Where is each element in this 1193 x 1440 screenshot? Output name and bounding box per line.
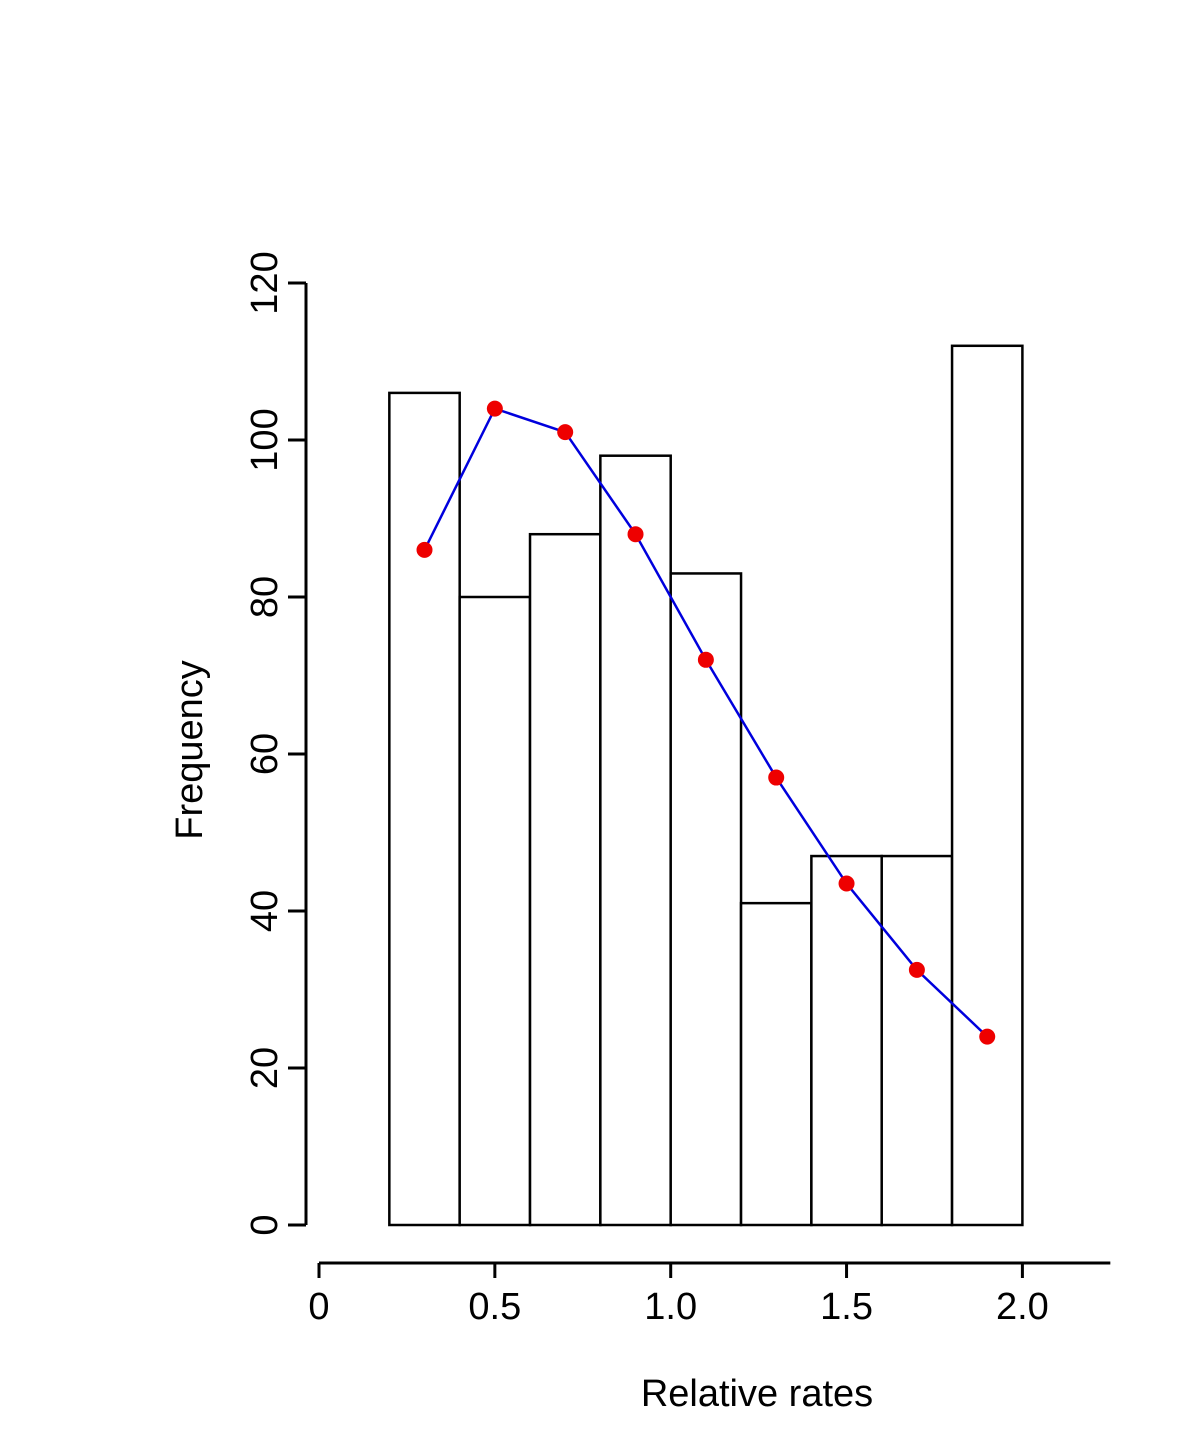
histogram-bar-7 bbox=[810, 854, 883, 1227]
expected-curve bbox=[416, 400, 996, 1045]
y-tick-label-20: 20 bbox=[244, 1047, 286, 1089]
histogram-bar-1 bbox=[388, 391, 461, 1227]
y-tick-label-120: 120 bbox=[244, 251, 286, 314]
x-tick-label-2: 1.0 bbox=[644, 1286, 697, 1328]
curve-point-4 bbox=[627, 526, 644, 543]
x-axis-title: Relative rates bbox=[641, 1373, 873, 1415]
curve-point-5 bbox=[697, 651, 714, 668]
x-tick-label-1: 0.5 bbox=[468, 1286, 521, 1328]
y-tick-label-0: 0 bbox=[244, 1214, 286, 1235]
y-axis: 0 20 40 60 80 100 120 bbox=[244, 251, 308, 1236]
curve-point-9 bbox=[979, 1028, 996, 1045]
histogram-bar-9 bbox=[950, 344, 1024, 1227]
y-tick-label-80: 80 bbox=[244, 576, 286, 618]
curve-point-7 bbox=[838, 875, 855, 892]
curve-point-8 bbox=[908, 961, 925, 978]
histogram-bars bbox=[388, 344, 1024, 1227]
histogram-bar-3 bbox=[528, 532, 602, 1227]
y-tick-label-60: 60 bbox=[244, 733, 286, 775]
y-tick-label-100: 100 bbox=[244, 408, 286, 471]
y-tick-label-40: 40 bbox=[244, 890, 286, 932]
x-tick-label-3: 1.5 bbox=[820, 1286, 873, 1328]
curve-point-6 bbox=[768, 769, 785, 786]
curve-point-2 bbox=[486, 400, 503, 417]
curve-point-3 bbox=[557, 424, 574, 441]
y-axis-title: Frequency bbox=[169, 660, 211, 840]
histogram-bar-5 bbox=[669, 572, 743, 1227]
histogram-bar-2 bbox=[458, 595, 532, 1227]
histogram-bar-4 bbox=[599, 454, 672, 1227]
x-tick-label-0: 0 bbox=[308, 1286, 329, 1328]
histogram-bar-8 bbox=[880, 854, 954, 1227]
curve-point-1 bbox=[416, 541, 433, 558]
x-axis: 0 0.5 1.0 1.5 2.0 bbox=[308, 1261, 1111, 1328]
histogram-bar-6 bbox=[739, 901, 813, 1227]
x-tick-label-4: 2.0 bbox=[996, 1286, 1049, 1328]
